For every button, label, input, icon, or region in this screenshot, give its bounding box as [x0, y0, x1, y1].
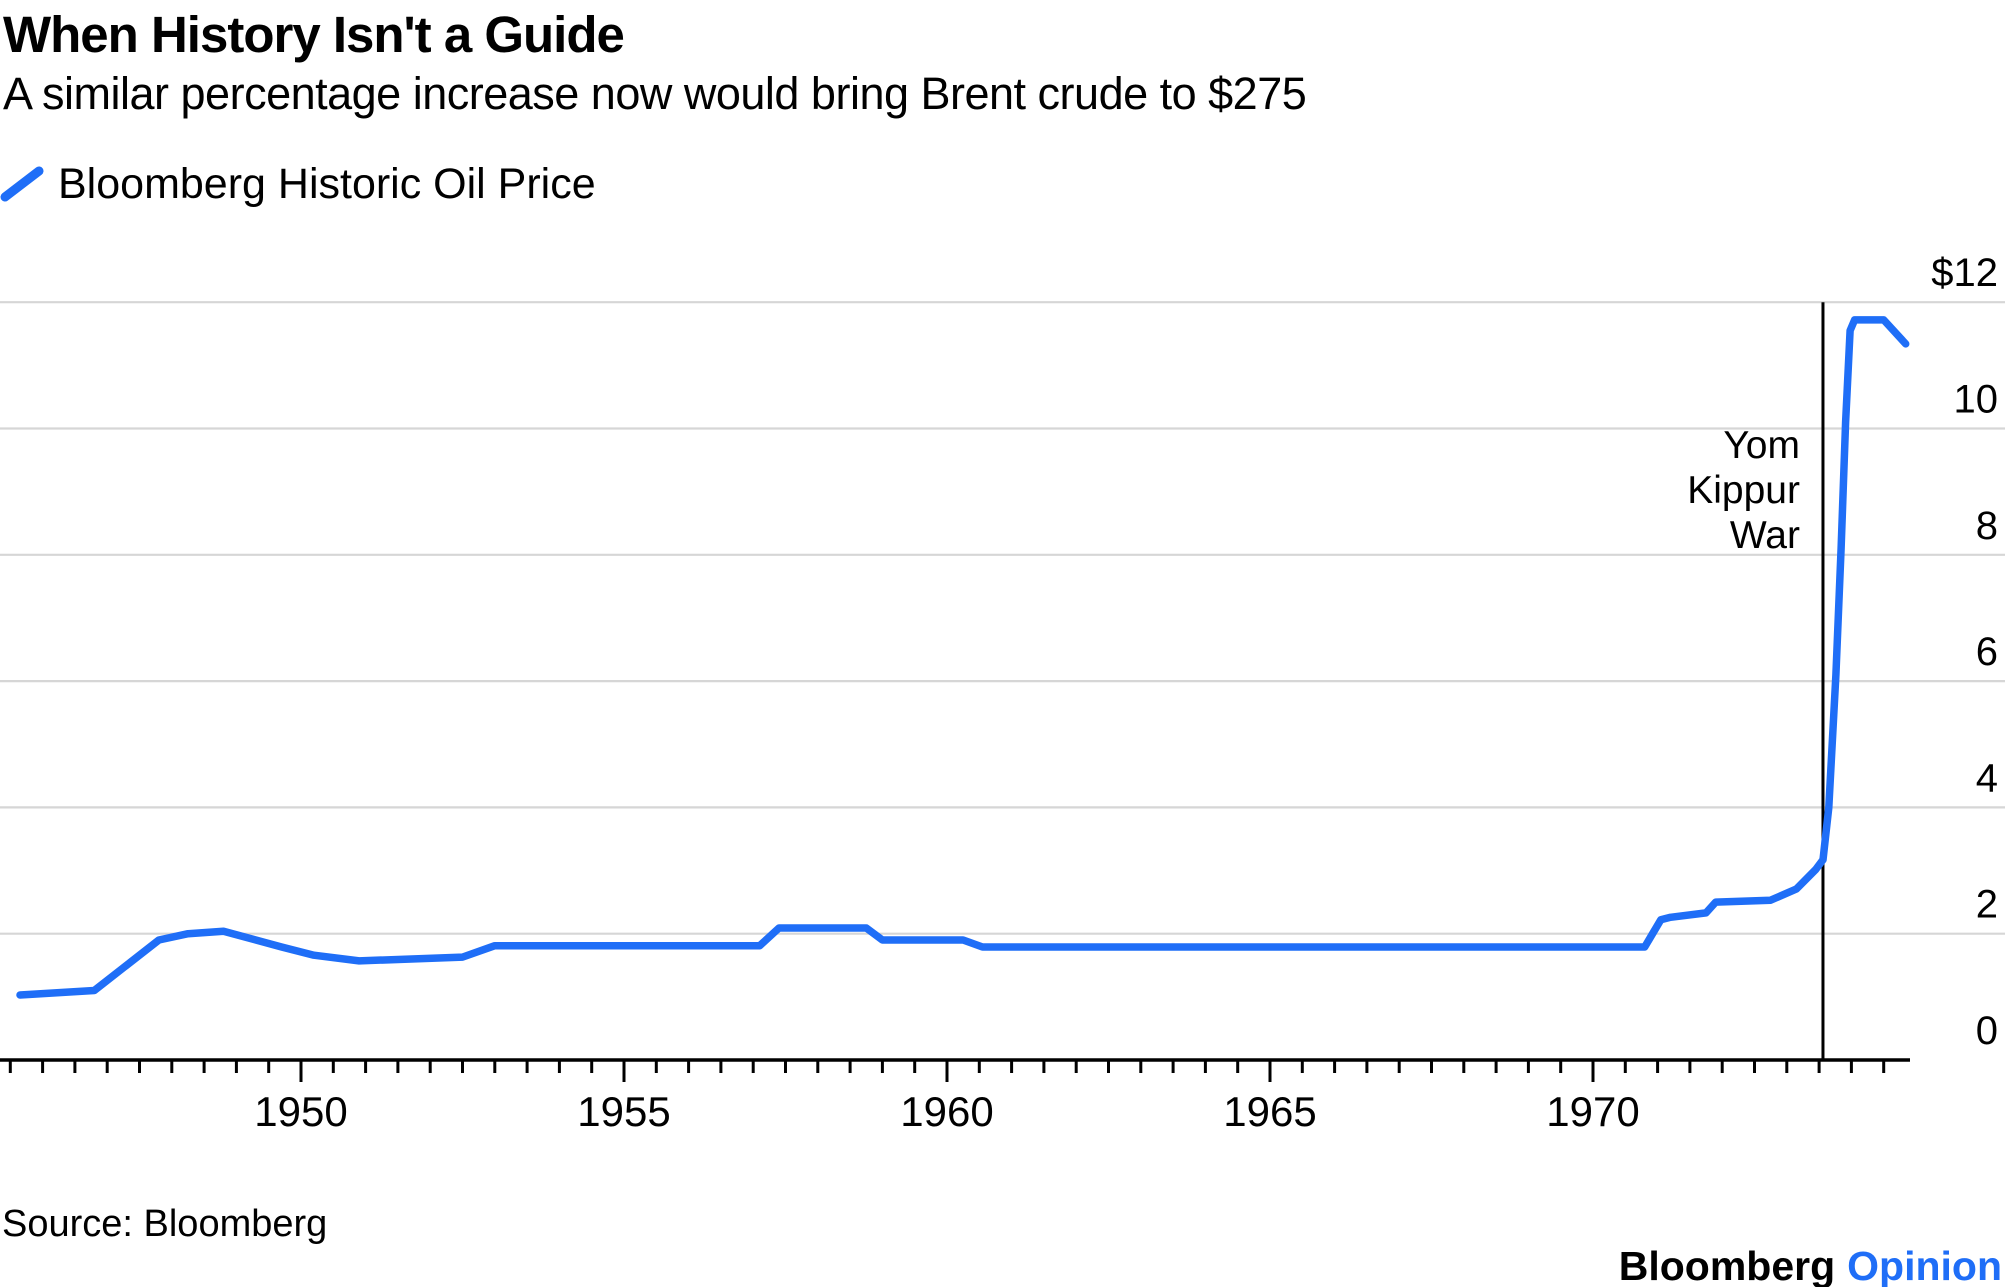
y-axis-label: 6 [1976, 630, 1998, 674]
legend-label: Bloomberg Historic Oil Price [58, 159, 596, 208]
x-axis-label: 1970 [1546, 1088, 1639, 1135]
x-axis-label: 1955 [577, 1088, 670, 1135]
y-axis-label: 8 [1976, 504, 1998, 548]
footer-logo: Bloomberg Opinion [1619, 1243, 2002, 1287]
y-axis-label: $12 [1931, 251, 1998, 295]
x-axis-label: 1950 [254, 1088, 347, 1135]
footer-brand-suffix: Opinion [1847, 1243, 2002, 1287]
war-annotation-label: War [1730, 514, 1800, 557]
footer-brand: Bloomberg [1618, 1243, 1836, 1287]
war-annotation-label: Kippur [1687, 469, 1800, 512]
y-axis-label: 2 [1976, 883, 1998, 927]
war-annotation-label: Yom [1723, 424, 1800, 467]
y-axis-label: 10 [1954, 378, 1999, 422]
price-line-series [16, 316, 1910, 999]
chart-subtitle: A similar percentage increase now would … [3, 68, 1307, 119]
legend-line-mark-icon [0, 166, 44, 202]
source-note: Source: Bloomberg [2, 1203, 328, 1245]
y-axis-label: 4 [1976, 756, 1998, 800]
legend: Bloomberg Historic Oil Price [0, 160, 596, 208]
x-axis-label: 1960 [900, 1088, 993, 1135]
x-axis-label: 1965 [1223, 1088, 1316, 1135]
page-title: When History Isn't a Guide [3, 6, 625, 63]
y-axis-label: 0 [1976, 1009, 1998, 1053]
